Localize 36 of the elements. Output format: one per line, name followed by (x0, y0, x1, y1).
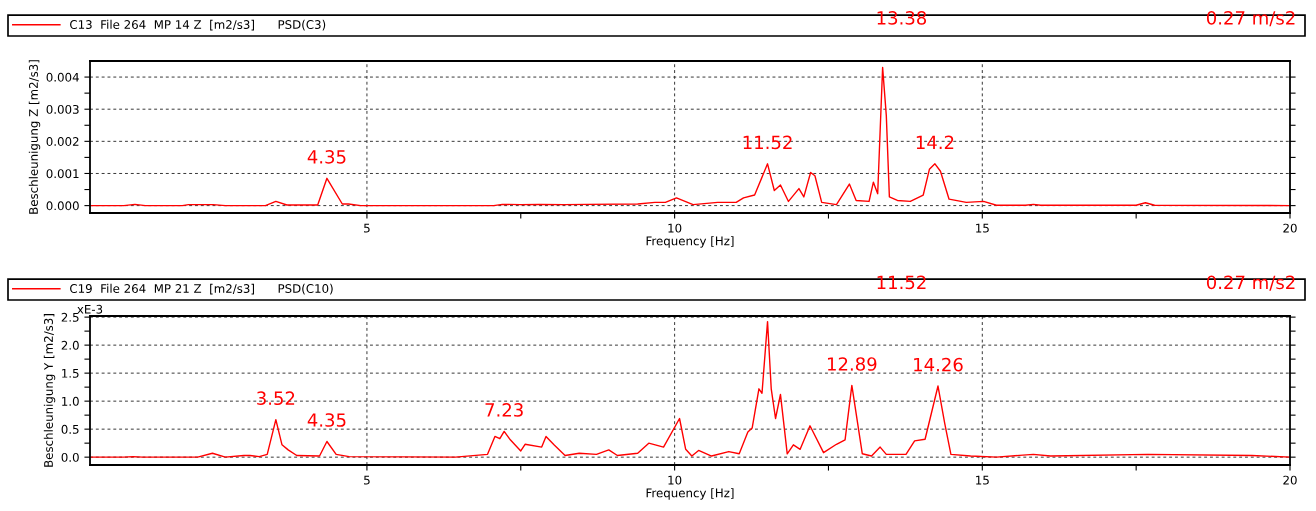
y-tick-label: 2.0 (61, 340, 79, 350)
legend-label: C13 File 264 MP 14 Z [m2/s3] PSD(C3) (70, 19, 326, 31)
y-tick-label: 1.0 (62, 396, 79, 406)
y-tick-label: 0.0 (61, 452, 79, 462)
x-axis-title: Frequency [Hz] (646, 488, 734, 500)
line-series (90, 66, 1290, 207)
x-tick-label: 10 (668, 223, 682, 233)
x-tick-label: 5 (364, 475, 370, 485)
x-tick-label: 20 (1283, 223, 1297, 233)
y-tick-label: 2.5 (61, 312, 79, 322)
text: xE-3 (77, 304, 103, 314)
y-tick-label: 1.5 (62, 369, 79, 378)
annotation: 7.23 (485, 403, 523, 417)
y-tick-label: 0.000 (46, 201, 79, 211)
annotation: 4.35 (307, 150, 346, 164)
x-tick-label: 5 (364, 223, 370, 233)
y-tick-label: 0.003 (46, 104, 79, 114)
y-tick-label: 0.001 (46, 169, 79, 179)
y-tick-label: 0.004 (46, 72, 79, 82)
annotation: 3.52 (257, 391, 295, 406)
y-tick-label: 0.002 (46, 137, 79, 146)
y-axis-title: Beschleunigung Z [m2/s3] (28, 60, 41, 214)
annotation: 14.2 (916, 135, 954, 149)
x-axis-title: Frequency [Hz] (646, 236, 734, 248)
x-tick-label: 10 (668, 475, 682, 485)
annotation: 14.26 (914, 357, 963, 372)
x-tick-label: 15 (976, 223, 989, 233)
y-tick-label: 0.5 (61, 424, 79, 434)
x-tick-label: 20 (1283, 475, 1297, 485)
x-tick-label: 15 (976, 475, 989, 485)
annotation: 4.35 (307, 413, 346, 427)
legend-label: C19 File 264 MP 21 Z [m2/s3] PSD(C10) (70, 283, 333, 295)
annotation: 11.52 (743, 135, 792, 150)
y-axis-title: Beschleunigung Y [m2/s3] (43, 314, 56, 467)
annotation: 12.89 (827, 357, 877, 371)
line-series (90, 320, 1290, 458)
